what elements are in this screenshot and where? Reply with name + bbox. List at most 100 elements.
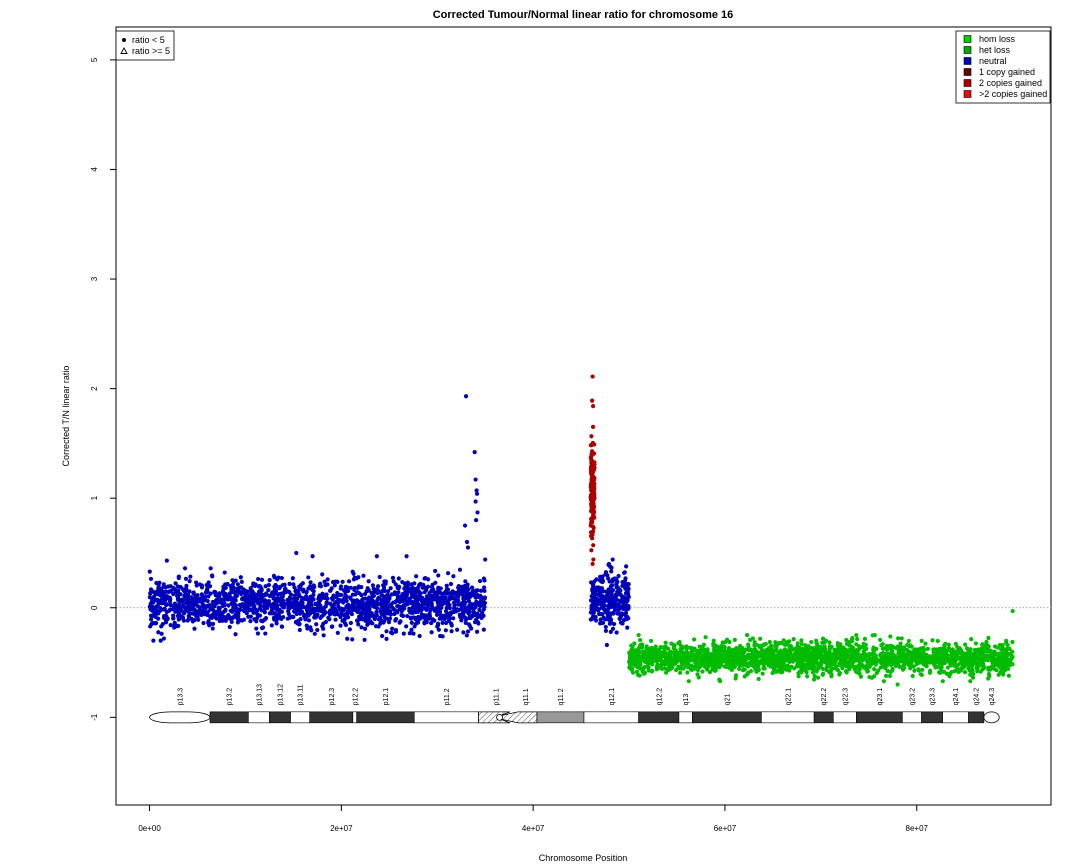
data-point-neutral (598, 621, 603, 626)
data-point-het-loss (936, 664, 941, 669)
data-point-neutral (477, 607, 482, 612)
data-point-het-loss (1000, 671, 1005, 676)
data-point-neutral (479, 602, 484, 607)
data-point-het-loss (709, 659, 714, 664)
data-point-het-loss (754, 657, 759, 662)
ideogram-band-label: q24.2 (974, 688, 981, 706)
data-point-neutral (451, 609, 456, 615)
data-point-neutral (252, 603, 257, 609)
data-point-het-loss (662, 662, 667, 667)
data-point-neutral (195, 603, 200, 609)
data-point-het-loss (940, 679, 945, 684)
data-point-neutral (465, 586, 470, 591)
data-point-het-loss (995, 645, 1000, 650)
data-point-neutral (150, 589, 156, 594)
ideogram-band-label: q22.1 (785, 688, 792, 706)
data-point-neutral (195, 593, 200, 598)
data-point-neutral (340, 579, 345, 584)
data-point-neutral (266, 588, 271, 593)
data-point-het-loss (722, 645, 727, 650)
data-point-het-loss (769, 650, 774, 655)
data-point-het-loss (814, 669, 819, 674)
data-point-neutral (180, 615, 186, 620)
data-point-neutral (262, 600, 267, 605)
data-point-neutral (481, 585, 487, 590)
data-point-2-copies-gained (589, 434, 594, 439)
data-point-het-loss (994, 667, 999, 673)
data-point-het-loss (681, 666, 686, 671)
data-point-neutral (593, 614, 598, 620)
data-point-het-loss (946, 642, 951, 647)
data-point-neutral (611, 621, 617, 627)
data-point-neutral (343, 593, 348, 598)
data-point-het-loss (654, 665, 659, 670)
data-point-neutral (294, 550, 299, 556)
data-point-het-loss (700, 648, 706, 653)
data-point-neutral (155, 611, 160, 616)
data-point-het-loss (1004, 648, 1009, 654)
data-point-het-loss (838, 657, 843, 662)
data-point-neutral (325, 577, 330, 582)
data-point-het-loss (936, 648, 941, 653)
data-point-het-loss (878, 657, 883, 662)
data-point-neutral (342, 617, 347, 622)
data-point-het-loss (900, 665, 905, 670)
data-point-neutral (416, 595, 421, 600)
data-point-het-loss (648, 649, 653, 654)
data-point-neutral (390, 575, 396, 580)
data-point-het-loss (767, 659, 772, 664)
data-point-neutral (151, 605, 156, 610)
data-point-neutral (173, 581, 178, 586)
data-point-het-loss (716, 663, 721, 669)
data-point-neutral (205, 598, 210, 604)
data-point-het-loss (947, 674, 952, 679)
data-point-neutral (156, 616, 161, 621)
data-point-het-loss (986, 671, 992, 677)
ideogram-band-label: p12.3 (329, 688, 336, 706)
data-point-het-loss (784, 667, 789, 672)
data-point-neutral (352, 585, 357, 591)
data-point-neutral (343, 589, 348, 595)
data-point-het-loss (749, 656, 754, 661)
data-point-neutral (297, 627, 302, 633)
data-point-neutral (475, 611, 480, 616)
data-point-het-loss (769, 646, 774, 651)
data-point-neutral (308, 580, 313, 585)
data-point-het-loss (846, 649, 851, 654)
data-point-neutral (214, 616, 219, 621)
data-point-neutral (428, 608, 433, 613)
data-point-het-loss (716, 646, 722, 651)
points-layer (147, 374, 1015, 687)
data-point-neutral (184, 586, 189, 591)
data-point-2-copies-gained (590, 398, 595, 403)
y-tick-label: 1 (90, 495, 99, 500)
data-point-het-loss (847, 659, 853, 664)
data-point-neutral (407, 631, 412, 636)
data-point-neutral (598, 617, 603, 622)
data-point-neutral (286, 611, 292, 617)
data-point-het-loss (743, 656, 748, 661)
data-point-het-loss (897, 649, 902, 654)
data-point-het-loss (824, 667, 829, 673)
data-point-neutral (191, 590, 196, 596)
data-point-het-loss (764, 647, 769, 652)
data-point-het-loss (911, 664, 916, 669)
data-point-neutral (176, 617, 181, 622)
data-point-2-copies-gained (591, 557, 596, 562)
color-legend-label: 1 copy gained (979, 67, 1035, 77)
ideogram-band-label: q12.2 (656, 688, 663, 706)
data-point-neutral (256, 584, 261, 589)
data-point-het-loss (806, 650, 812, 655)
data-point-neutral (386, 620, 392, 625)
data-point-neutral (322, 579, 327, 584)
data-point-het-loss (809, 639, 814, 645)
data-point-neutral (266, 582, 271, 588)
data-point-neutral (173, 590, 178, 595)
shape-legend-box (115, 30, 175, 61)
data-point-neutral (409, 627, 414, 632)
data-point-neutral (404, 554, 409, 559)
data-point-neutral (246, 594, 251, 600)
data-point-neutral (248, 600, 253, 605)
data-point-neutral (198, 608, 203, 613)
ideogram-band-label: p13.13 (256, 684, 263, 706)
